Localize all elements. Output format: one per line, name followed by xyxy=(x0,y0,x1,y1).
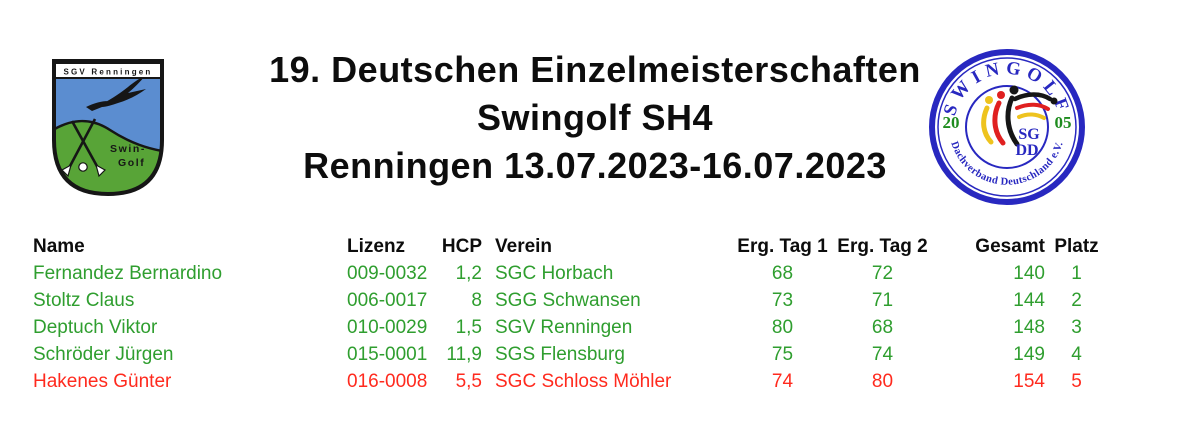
col-header-lizenz: Lizenz xyxy=(347,236,406,257)
golf-ball-icon xyxy=(78,162,88,172)
crest-outline xyxy=(52,59,164,197)
cell-platz: 2 xyxy=(1071,290,1082,311)
crest-label-line1: Swin- xyxy=(110,143,146,155)
col-header-platz: Platz xyxy=(1054,236,1099,257)
cell-gesamt: 148 xyxy=(1013,317,1045,338)
title-line-2: Swingolf SH4 xyxy=(476,97,713,138)
col-header-gesamt: Gesamt xyxy=(975,236,1045,257)
page-title: 19. Deutschen Einzelmeisterschaften Swin… xyxy=(170,46,1020,190)
cell-hcp: 1,2 xyxy=(455,263,482,284)
badge-inner-ring-line xyxy=(937,57,1077,197)
cell-verein: SGC Schloss Möhler xyxy=(495,371,672,392)
cell-lizenz: 009-0032 xyxy=(347,263,428,284)
sgdd-swingolf-badge-logo: SWINGOLF Dachverband Deutschland e.V. 20… xyxy=(929,49,1085,205)
crest-label-line2: Golf xyxy=(118,157,145,169)
cell-hcp: 5,5 xyxy=(455,371,482,392)
crossed-clubs-icon xyxy=(61,118,106,178)
crest-grass-hill xyxy=(54,119,162,194)
cell-gesamt: 140 xyxy=(1013,263,1045,284)
crest-banner-label: SGV Renningen xyxy=(63,68,152,77)
cell-name: Stoltz Claus xyxy=(33,290,135,311)
cell-tag1: 73 xyxy=(771,290,794,311)
badge-center-line1: SG xyxy=(1018,126,1040,143)
badge-center-line2: DD xyxy=(1015,142,1038,159)
cell-platz: 4 xyxy=(1071,344,1082,365)
cell-tag1: 74 xyxy=(771,371,794,392)
cell-name: Fernandez Bernardino xyxy=(33,263,223,284)
badge-year-right: 05 xyxy=(1055,113,1072,132)
cell-name: Deptuch Viktor xyxy=(33,317,158,338)
sgv-renningen-crest-logo: SGV Renningen Swin- Golf xyxy=(52,59,164,197)
cell-tag2: 68 xyxy=(871,317,894,338)
cell-tag2: 74 xyxy=(871,344,894,365)
badge-year-left: 20 xyxy=(943,113,960,132)
col-header-erg-tag-1: Erg. Tag 1 xyxy=(737,236,828,257)
cell-tag1: 80 xyxy=(771,317,794,338)
cell-gesamt: 144 xyxy=(1013,290,1045,311)
cell-hcp: 11,9 xyxy=(446,344,482,365)
cell-tag2: 80 xyxy=(871,371,894,392)
cell-verein: SGV Renningen xyxy=(495,317,633,338)
cell-tag1: 68 xyxy=(771,263,794,284)
cell-gesamt: 154 xyxy=(1013,371,1045,392)
cell-platz: 1 xyxy=(1071,263,1082,284)
cell-platz: 3 xyxy=(1071,317,1082,338)
cell-verein: SGC Horbach xyxy=(495,263,614,284)
bird-icon xyxy=(86,76,146,111)
col-header-hcp: HCP xyxy=(441,236,482,257)
cell-lizenz: 010-0029 xyxy=(347,317,428,338)
cell-lizenz: 006-0017 xyxy=(347,290,428,311)
cell-tag2: 71 xyxy=(871,290,894,311)
cell-name: Hakenes Günter xyxy=(33,371,172,392)
cell-hcp: 1,5 xyxy=(455,317,482,338)
cell-lizenz: 016-0008 xyxy=(347,371,428,392)
cell-name: Schröder Jürgen xyxy=(33,344,174,365)
cell-verein: SGG Schwansen xyxy=(495,290,641,311)
col-header-erg-tag-2: Erg. Tag 2 xyxy=(837,236,928,257)
cell-gesamt: 149 xyxy=(1013,344,1045,365)
cell-hcp: 8 xyxy=(471,290,482,311)
col-header-name: Name xyxy=(33,236,85,257)
cell-tag2: 72 xyxy=(871,263,894,284)
swinging-figures-icon xyxy=(981,85,1058,147)
col-header-verein: Verein xyxy=(495,236,553,257)
title-line-1: 19. Deutschen Einzelmeisterschaften xyxy=(269,49,921,90)
cell-lizenz: 015-0001 xyxy=(347,344,428,365)
cell-verein: SGS Flensburg xyxy=(495,344,625,365)
results-table: Name Lizenz HCP Verein Erg. Tag 1 Erg. T… xyxy=(33,233,1108,395)
title-line-3: Renningen 13.07.2023-16.07.2023 xyxy=(303,145,887,186)
cell-tag1: 75 xyxy=(771,344,794,365)
cell-platz: 5 xyxy=(1071,371,1082,392)
